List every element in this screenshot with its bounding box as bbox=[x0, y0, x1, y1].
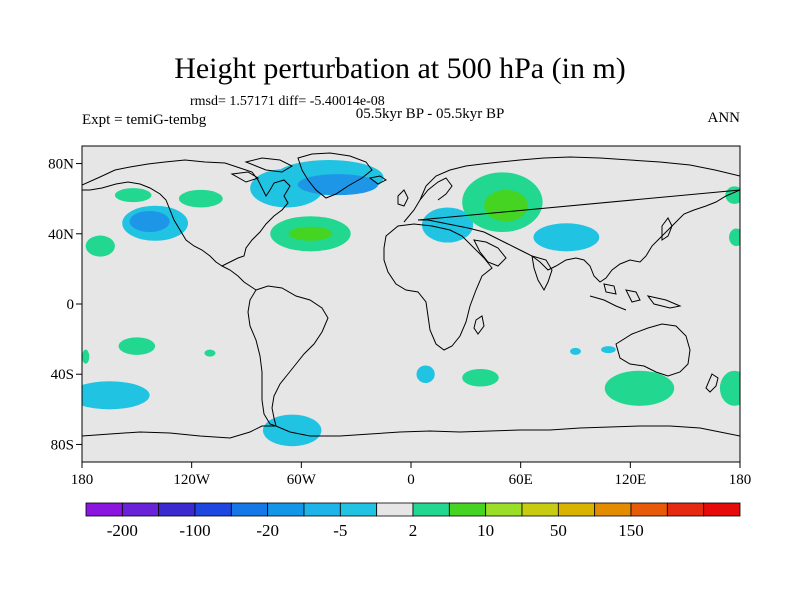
coast-scandinavia bbox=[419, 177, 453, 201]
anomaly-patch-14 bbox=[82, 349, 90, 364]
colorbar-swatch-12 bbox=[521, 502, 559, 517]
lat-tick-label-2: 0 bbox=[67, 297, 75, 313]
colorbar-label-7: 150 bbox=[618, 521, 644, 540]
colorbar-swatch-17 bbox=[703, 502, 741, 517]
colorbar-swatch-11 bbox=[485, 502, 523, 517]
coast-india bbox=[531, 255, 553, 292]
coast-greenland bbox=[297, 152, 373, 199]
anomaly-patch-20 bbox=[462, 368, 499, 387]
colorbar-swatch-3 bbox=[194, 502, 232, 517]
coast-japan bbox=[661, 217, 673, 241]
colorbar-swatch-6 bbox=[303, 502, 341, 517]
coast-antarctica bbox=[82, 425, 740, 439]
colorbar-swatch-13 bbox=[557, 502, 596, 517]
lat-tick-label-1: 40N bbox=[48, 227, 74, 243]
coastlines bbox=[82, 152, 740, 439]
colorbar-swatch-0 bbox=[85, 502, 123, 517]
anomaly-patch-21 bbox=[570, 347, 581, 355]
colorbar-label-0: -200 bbox=[107, 521, 138, 540]
anomaly-patch-22 bbox=[601, 346, 616, 354]
map-title: Height perturbation at 500 hPa (in m) bbox=[174, 52, 626, 85]
lon-tick-label-1: 120W bbox=[173, 472, 211, 488]
anomaly-patch-24 bbox=[719, 370, 740, 406]
season-label: ANN bbox=[707, 110, 741, 126]
lat-tick-label-4: 80S bbox=[51, 437, 74, 453]
coast-new-zealand bbox=[705, 373, 719, 393]
colorbar-swatch-14 bbox=[594, 502, 632, 517]
lon-tick-label-0: 180 bbox=[71, 472, 94, 488]
rmsd-stats: rmsd= 1.57171 diff= -5.40014e-08 bbox=[190, 94, 385, 109]
anomaly-patch-26 bbox=[729, 228, 740, 247]
anomaly-patch-11 bbox=[533, 223, 600, 252]
lon-tick-label-5: 120E bbox=[614, 472, 646, 488]
anomaly-patch-4 bbox=[85, 235, 115, 257]
anomaly-patch-7 bbox=[297, 174, 379, 196]
coast-south-america bbox=[247, 285, 329, 427]
lon-axis: 180 120W 60W 0 60E 120E 180 bbox=[71, 462, 752, 488]
colorbar-swatch-8 bbox=[376, 502, 414, 517]
anomaly-patch-13 bbox=[484, 189, 528, 222]
coast-central-america bbox=[221, 265, 257, 291]
colorbar-swatch-10 bbox=[448, 502, 487, 517]
anomaly-patch-19 bbox=[416, 365, 435, 383]
colorbar-label-5: 10 bbox=[477, 521, 494, 540]
lon-tick-label-3: 0 bbox=[407, 472, 415, 488]
coast-madagascar bbox=[473, 315, 485, 335]
colorbar-swatch-5 bbox=[267, 502, 305, 517]
colorbar-swatch-9 bbox=[412, 502, 450, 517]
coast-arctic-islands bbox=[230, 157, 294, 183]
anomaly-patch-0 bbox=[114, 188, 152, 203]
colorbar-label-6: 50 bbox=[550, 521, 567, 540]
coast-se-asia bbox=[589, 283, 682, 311]
anomaly-patch-3 bbox=[129, 210, 170, 233]
colorbar-label-4: 2 bbox=[409, 521, 418, 540]
experiment-period: 05.5kyr BP - 05.5kyr BP bbox=[355, 106, 505, 122]
map-background bbox=[82, 146, 740, 462]
colorbar-label-1: -100 bbox=[179, 521, 210, 540]
colorbar-label-3: -5 bbox=[333, 521, 347, 540]
colorbar-label-2: -20 bbox=[256, 521, 279, 540]
colorbar-swatch-15 bbox=[630, 502, 668, 517]
colorbar-swatch-1 bbox=[121, 502, 160, 517]
colorbar-swatch-16 bbox=[666, 502, 705, 517]
anomaly-patch-23 bbox=[604, 370, 675, 406]
coast-iceland bbox=[368, 175, 387, 185]
anomaly-patch-1 bbox=[178, 189, 223, 208]
lon-tick-label-2: 60W bbox=[287, 472, 317, 488]
colorbar: -200 -100 -20 -5 2 10 50 150 bbox=[85, 502, 741, 540]
colorbar-swatch-7 bbox=[339, 502, 378, 517]
coast-uk bbox=[397, 189, 409, 207]
coast-arabia bbox=[473, 239, 507, 267]
coast-africa bbox=[383, 223, 493, 351]
lat-tick-label-0: 80N bbox=[48, 157, 74, 173]
lon-tick-label-6: 180 bbox=[729, 472, 752, 488]
anomaly-patch-17 bbox=[82, 381, 150, 410]
experiment-label: Expt = temiG-tembg bbox=[82, 112, 207, 128]
anomaly-patch-18 bbox=[262, 414, 322, 447]
anomaly-patch-9 bbox=[288, 226, 333, 241]
anomaly-patch-15 bbox=[118, 337, 156, 355]
lon-tick-label-4: 60E bbox=[509, 472, 533, 488]
lat-tick-label-3: 40S bbox=[51, 367, 74, 383]
anomaly-patch-16 bbox=[204, 349, 216, 357]
coast-australia bbox=[615, 323, 691, 377]
colorbar-swatch-2 bbox=[158, 502, 196, 517]
coast-north-america bbox=[82, 159, 291, 267]
colorbar-swatch-4 bbox=[230, 502, 269, 517]
lat-axis: 80N 40N 0 40S 80S bbox=[48, 157, 82, 453]
